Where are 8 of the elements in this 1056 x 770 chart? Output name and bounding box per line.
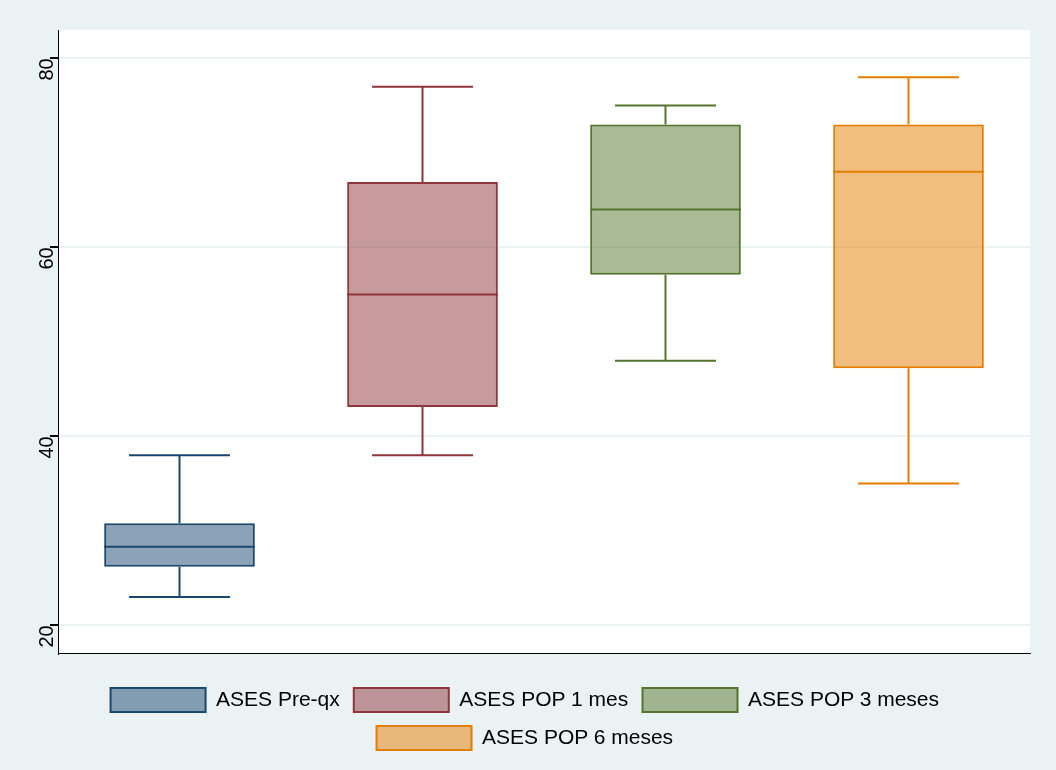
legend-label: ASES POP 1 mes	[459, 686, 629, 710]
y-tick-label: 60	[34, 247, 57, 270]
y-tick-label: 80	[34, 58, 57, 81]
y-tick-label: 20	[34, 625, 57, 648]
y-tick-label: 40	[34, 436, 57, 459]
legend-label: ASES POP 6 meses	[482, 724, 674, 748]
legend-label: ASES POP 3 meses	[748, 686, 940, 710]
legend-label: ASES Pre-qx	[216, 686, 341, 710]
